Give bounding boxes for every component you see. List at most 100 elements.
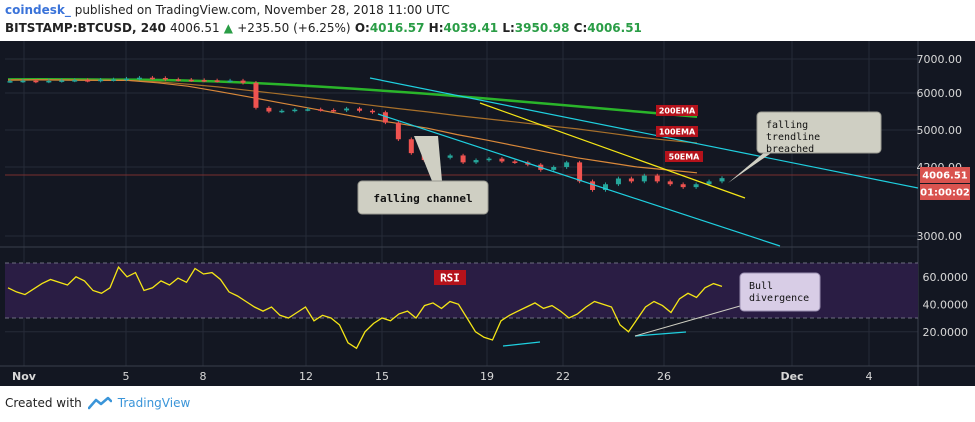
candle-body [292, 109, 298, 112]
rsi-line [7, 265, 723, 350]
publish-date: published on TradingView.com, November 2… [74, 3, 450, 17]
candle-body [201, 80, 207, 82]
candle-body [188, 79, 194, 82]
ema-lines [7, 77, 698, 174]
candle-body [33, 80, 39, 83]
candle-body [395, 122, 401, 140]
close-value: 4006.51 [587, 21, 642, 35]
created-with-label: Created with [5, 396, 82, 410]
rsi-series-line [7, 265, 723, 350]
candle-body [149, 77, 155, 80]
tradingview-logo-icon[interactable] [87, 396, 112, 410]
tradingview-link[interactable]: TradingView [117, 396, 191, 410]
candle-body [369, 110, 375, 113]
candle-body [305, 109, 311, 111]
candle-body [253, 82, 259, 108]
bull-divergence-text: Bull divergence [749, 281, 809, 304]
rsi-tick-label: 60.0000 [923, 271, 969, 284]
candle-body [344, 108, 350, 111]
ema200-tag-text: 200EMA [659, 107, 696, 116]
rsi-axis[interactable]: 60.0000 40.0000 20.0000 [923, 271, 969, 339]
ema50-tag: 50EMA [665, 151, 703, 162]
btc-chart[interactable]: 200EMA 100EMA 50EMA falling channel fall… [0, 41, 975, 386]
candle-body [59, 80, 65, 82]
candle-body [111, 79, 117, 81]
falling-channel-box [357, 180, 489, 215]
price-tick-label: 3000.00 [917, 230, 963, 243]
time-tick-label: Nov [12, 370, 37, 383]
ema50-tag-box [665, 151, 703, 162]
bull-divergence-callout[interactable]: Bull divergence [739, 272, 821, 312]
countdown-tag: 01:00:02 [920, 184, 970, 200]
last-price-tag-box [920, 167, 970, 183]
candle-body [85, 80, 91, 82]
falling-channel-pointer [414, 136, 442, 181]
ema-line-50ema [7, 79, 698, 174]
ema100-tag-box [656, 126, 698, 137]
time-tick-label: 19 [480, 370, 494, 383]
channel-upper-line[interactable] [369, 77, 919, 189]
trendline-callout[interactable]: falling trendline breached [728, 111, 882, 183]
candle-body [357, 108, 363, 111]
trendline-text: falling trendline breached [766, 120, 820, 155]
candle-body [240, 80, 246, 83]
candle-body [551, 167, 557, 170]
candle-body [175, 79, 181, 81]
rsi-tick-label: 40.0000 [923, 298, 969, 311]
price-tick-label: 5000.00 [917, 124, 963, 137]
publish-info: coindesk_ published on TradingView.com, … [5, 3, 450, 17]
rsi-label: RSI [434, 270, 466, 285]
close-label: C: [573, 21, 588, 35]
candle-body [706, 181, 712, 185]
high-value: 4039.41 [443, 21, 499, 35]
time-tick-label: 12 [299, 370, 313, 383]
time-tick-label: 8 [200, 370, 207, 383]
candle-body [719, 178, 725, 182]
candle-body [499, 158, 505, 162]
channel-lower-line[interactable] [377, 113, 781, 247]
rsi-divergence-line-left [502, 341, 541, 347]
time-axis[interactable]: Nov 5 8 12 15 19 22 26 Dec 4 [12, 370, 872, 383]
candle-body [214, 80, 220, 82]
candle-body [382, 112, 388, 123]
candle-body [641, 175, 647, 182]
brand-name[interactable]: coindesk_ [5, 3, 71, 17]
open-label: O: [354, 21, 370, 35]
candle-body [20, 80, 26, 83]
bull-divergence-box [739, 272, 821, 312]
falling-trendline[interactable] [479, 102, 746, 199]
candle-body [331, 110, 337, 112]
candle-body [136, 77, 142, 80]
candle-body [266, 107, 272, 112]
candle-body [162, 78, 168, 80]
rsi-tick-label: 20.0000 [923, 326, 969, 339]
footer: Created with TradingView [5, 396, 190, 410]
candle-body [46, 80, 52, 83]
symbol-label: BITSTAMP:BTCUSD, 240 [5, 21, 166, 35]
candle-body [512, 161, 518, 163]
falling-channel-callout[interactable]: falling channel [357, 136, 489, 215]
last-price-tag-text: 4006.51 [922, 171, 968, 182]
symbol-bar: BITSTAMP:BTCUSD, 240 4006.51 ▲ +235.50 (… [5, 21, 642, 35]
ema200-tag-box [656, 105, 698, 116]
trendline-box [756, 111, 882, 154]
candle-body [680, 184, 686, 188]
rsi-label-text: RSI [440, 272, 460, 285]
candle-body [227, 80, 233, 83]
time-tick-label: 22 [556, 370, 570, 383]
time-tick-label: Dec [780, 370, 803, 383]
candle-body [98, 79, 104, 82]
candle-body [124, 78, 130, 81]
price-tick-label: 6000.00 [917, 87, 963, 100]
candle-body [602, 184, 608, 190]
low-value: 3950.98 [514, 21, 570, 35]
candle-body [460, 155, 466, 163]
bull-divergence-pointer [634, 305, 741, 337]
high-label: H: [428, 21, 444, 35]
rsi-label-box [434, 270, 466, 285]
change-value: +235.50 (+6.25%) [237, 21, 351, 35]
candle-body [7, 81, 13, 83]
candle-body [628, 178, 634, 182]
last-price: 4006.51 [169, 21, 220, 35]
change-arrow-icon: ▲ [223, 21, 234, 35]
